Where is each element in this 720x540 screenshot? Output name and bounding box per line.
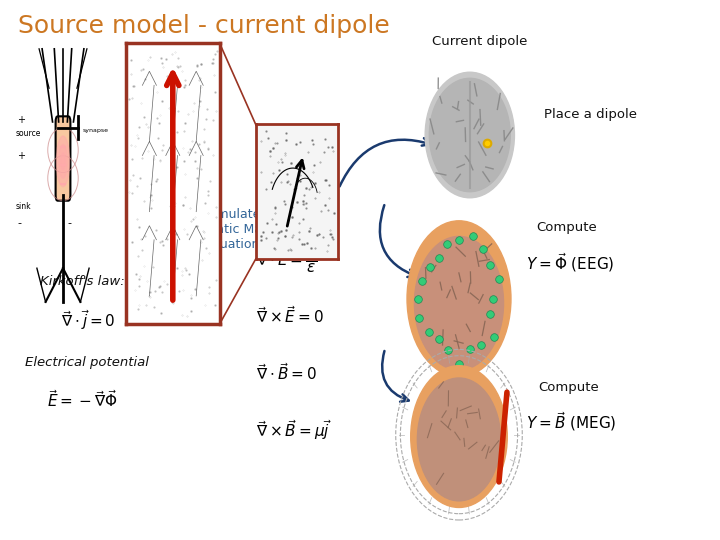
- Text: Electrical potential: Electrical potential: [25, 356, 149, 369]
- Text: Compute: Compute: [536, 221, 597, 234]
- Ellipse shape: [429, 78, 510, 192]
- Text: Kirkoff's law:: Kirkoff's law:: [40, 275, 125, 288]
- Text: +: +: [17, 114, 25, 125]
- Text: Current dipole: Current dipole: [432, 35, 527, 48]
- Text: $\vec{\nabla} \times \vec{E} = 0$: $\vec{\nabla} \times \vec{E} = 0$: [256, 305, 323, 326]
- Text: -: -: [68, 218, 71, 228]
- Ellipse shape: [410, 366, 508, 508]
- Text: $\vec{\nabla} \cdot \vec{B} = 0$: $\vec{\nabla} \cdot \vec{B} = 0$: [256, 362, 317, 383]
- Text: -: -: [17, 218, 22, 228]
- Text: $\vec{\nabla} \cdot \vec{j} = 0$: $\vec{\nabla} \cdot \vec{j} = 0$: [61, 308, 116, 332]
- Text: Place a dipole: Place a dipole: [544, 108, 636, 121]
- Text: Simulate quasi-
static Maxwell's
Equations: Simulate quasi- static Maxwell's Equatio…: [205, 208, 305, 251]
- Ellipse shape: [60, 153, 66, 170]
- Text: +: +: [17, 151, 25, 161]
- Ellipse shape: [415, 237, 503, 370]
- FancyBboxPatch shape: [55, 116, 71, 201]
- Ellipse shape: [407, 221, 511, 377]
- Text: $\vec{\nabla} \cdot \vec{E} = \dfrac{\rho}{\varepsilon}$: $\vec{\nabla} \cdot \vec{E} = \dfrac{\rh…: [256, 246, 317, 275]
- Text: $Y = \vec{\Phi}$ (EEG): $Y = \vec{\Phi}$ (EEG): [526, 251, 614, 274]
- Ellipse shape: [58, 145, 68, 178]
- Text: sink: sink: [15, 202, 31, 211]
- Text: source: source: [15, 129, 40, 138]
- Text: Source model - current dipole: Source model - current dipole: [18, 14, 390, 37]
- Text: $Y = \vec{B}$ (MEG): $Y = \vec{B}$ (MEG): [526, 410, 616, 434]
- Ellipse shape: [56, 136, 70, 187]
- Ellipse shape: [425, 72, 515, 198]
- Ellipse shape: [418, 378, 500, 501]
- Text: $\vec{E} = -\vec{\nabla}\vec{\Phi}$: $\vec{E} = -\vec{\nabla}\vec{\Phi}$: [47, 389, 117, 410]
- Text: $\vec{\nabla} \times \vec{B} = \mu\vec{j}$: $\vec{\nabla} \times \vec{B} = \mu\vec{j…: [256, 418, 331, 442]
- Text: synapse: synapse: [83, 129, 109, 133]
- Text: Compute: Compute: [539, 381, 599, 394]
